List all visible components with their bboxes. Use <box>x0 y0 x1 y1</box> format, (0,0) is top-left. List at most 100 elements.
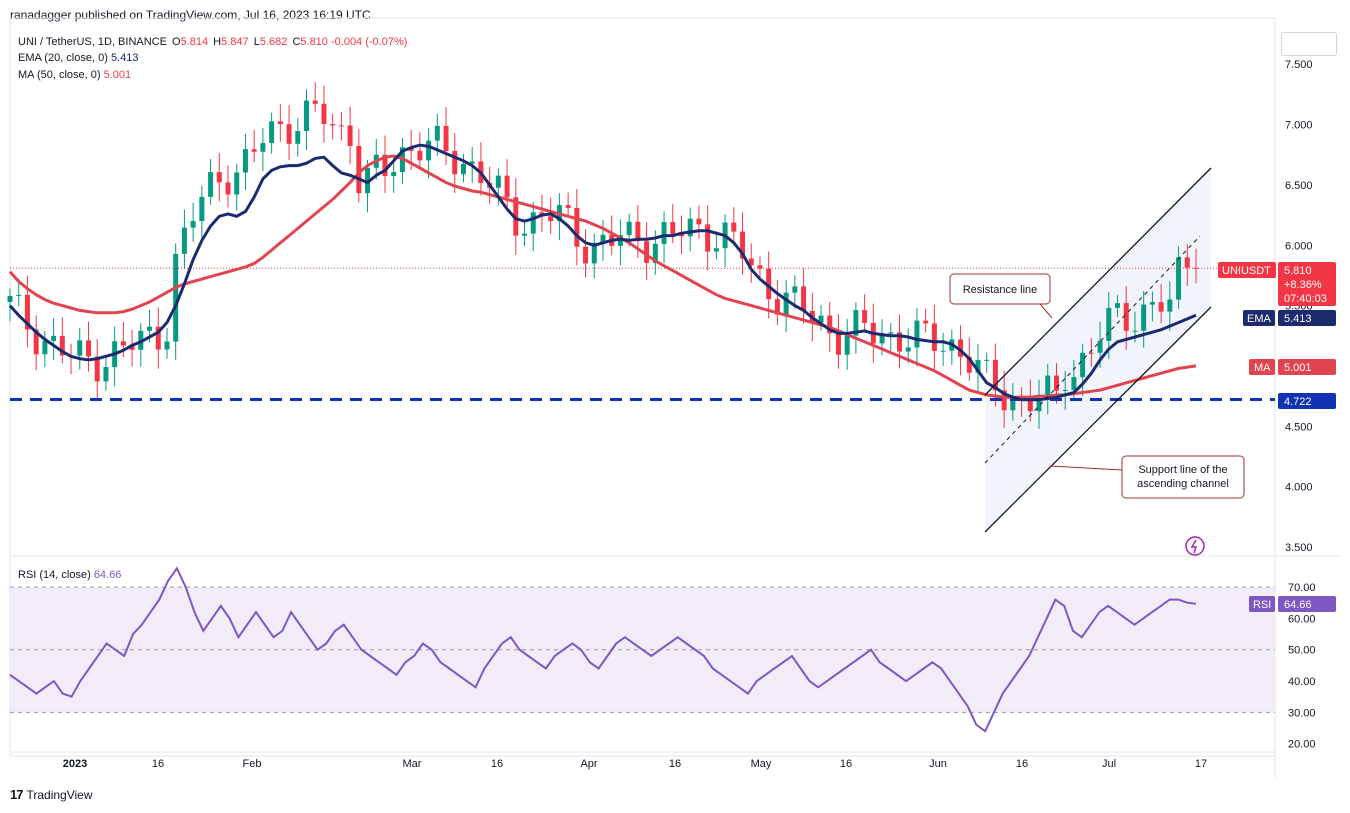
rsi-price-label-bg <box>1278 596 1336 612</box>
ma-tag-bg <box>1249 359 1275 375</box>
y-tick-label: 7.000 <box>1285 120 1313 132</box>
x-tick-label: 2023 <box>63 758 87 770</box>
ema-label: EMA (20, close, 0) <box>18 52 108 64</box>
y-tick-label: 3.500 <box>1285 542 1313 554</box>
symbol-tag-bg <box>1218 262 1276 278</box>
last-price-label-text: +8.36% <box>1284 279 1322 291</box>
ema-legend: EMA (20, close, 0) 5.413 <box>18 52 138 64</box>
change-value: -0.004 (-0.07%) <box>330 36 408 48</box>
candle-body <box>356 145 362 194</box>
candle-body <box>1027 397 1033 412</box>
candle-body <box>835 333 841 355</box>
x-tick-label: May <box>751 758 772 770</box>
candle-body <box>565 205 571 208</box>
last-price-label-text: 5.810 <box>1284 265 1312 277</box>
x-tick-label: 16 <box>669 758 681 770</box>
candle-body <box>42 340 48 355</box>
candle-body <box>469 161 475 164</box>
candle-body <box>77 340 83 356</box>
rsi-tick-label: 50.00 <box>1288 645 1316 657</box>
candle-body <box>495 175 501 188</box>
x-tick-label: 16 <box>1016 758 1028 770</box>
level-price-label-text: 4.722 <box>1284 396 1312 408</box>
candle-body <box>522 233 528 236</box>
candle-body <box>452 151 458 175</box>
candle-body <box>338 125 344 127</box>
resistance-callout: Resistance line <box>949 273 1051 305</box>
x-tick-label: Jun <box>929 758 947 770</box>
candle-body <box>888 332 894 334</box>
candle-body <box>33 329 39 355</box>
low-label: L <box>253 36 260 48</box>
last-price-label-bg <box>1278 262 1336 306</box>
candle-body <box>783 292 789 315</box>
ema-price-label: 5.413 <box>1278 310 1336 326</box>
high-value: 5.847 <box>221 36 249 48</box>
y-tick-label: 7.500 <box>1285 59 1313 71</box>
high-label: H <box>213 36 222 48</box>
candle-body <box>958 339 964 357</box>
candle-body <box>984 359 990 361</box>
lightning-icon-bolt <box>1190 539 1198 554</box>
symbol-legend: UNI / TetherUS, 1D, BINANCE O5.814 H5.84… <box>18 36 407 48</box>
rsi-tick-label: 60.00 <box>1288 613 1316 625</box>
candle-body <box>626 221 632 236</box>
candle-body <box>705 224 711 252</box>
candle-body <box>1097 340 1103 353</box>
candle-body <box>16 294 22 296</box>
candle-body <box>1010 397 1016 411</box>
ma-price-label-text: 5.001 <box>1284 362 1312 374</box>
tradingview-logo-icon: 17 <box>10 787 24 802</box>
candle-body <box>51 335 57 341</box>
candle-body <box>216 172 222 183</box>
candle-body <box>1080 352 1086 378</box>
candle-body <box>330 124 336 126</box>
lightning-icon <box>1185 536 1205 556</box>
candle-body <box>740 231 746 259</box>
candle-body <box>1036 398 1042 412</box>
candle-body <box>792 286 798 293</box>
candle-body <box>59 335 65 356</box>
symbol-name: UNI / TetherUS, 1D, BINANCE <box>18 36 167 48</box>
candle-body <box>120 341 126 346</box>
support-channel-line <box>984 306 1212 533</box>
candle-body <box>365 167 371 194</box>
close-label: C <box>292 36 301 48</box>
close-value: 5.810 <box>300 36 328 48</box>
candle-body <box>923 320 929 324</box>
y-tick-label: 4.000 <box>1285 482 1313 494</box>
x-tick-label: Mar <box>403 758 422 770</box>
resistance-callout-text: Resistance line <box>963 284 1038 296</box>
candle-body <box>853 310 859 336</box>
candle-body <box>1053 375 1059 391</box>
candle-body <box>225 182 231 195</box>
support-callout: Support line of the ascending channel <box>1121 455 1245 499</box>
chart-settings-box[interactable] <box>1281 32 1337 56</box>
candle-body <box>975 360 981 373</box>
candle-body <box>382 154 388 177</box>
candle-body <box>914 320 920 348</box>
candle-body <box>103 367 109 382</box>
candle-body <box>173 253 179 342</box>
candle-body <box>304 100 309 132</box>
candle-body <box>1132 330 1138 332</box>
ema-price-label-bg <box>1278 310 1336 326</box>
candle-body <box>844 335 850 355</box>
x-tick-label: Apr <box>580 758 597 770</box>
y-tick-label: 4.500 <box>1285 421 1313 433</box>
candle-body <box>661 222 667 244</box>
candle-body <box>190 221 196 228</box>
candle-body <box>774 299 780 315</box>
candle-body <box>155 326 161 350</box>
low-value: 5.682 <box>259 36 288 48</box>
candle-body <box>24 294 30 330</box>
ma-legend: MA (50, close, 0) 5.001 <box>18 69 131 81</box>
candle-body <box>181 227 187 254</box>
x-tick-label: 16 <box>840 758 852 770</box>
last-price-label-text: 07:40:03 <box>1284 293 1327 305</box>
candle-body <box>1149 302 1155 305</box>
support-callout-pointer <box>1049 465 1123 471</box>
candle-body <box>757 265 763 269</box>
candle-body <box>1045 375 1051 399</box>
